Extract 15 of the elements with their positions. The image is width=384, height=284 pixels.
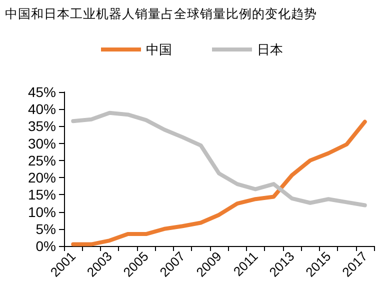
y-tick-label: 25% bbox=[28, 152, 56, 168]
y-tick-label: 5% bbox=[36, 220, 56, 237]
y-tick-label: 15% bbox=[28, 186, 56, 203]
legend-label: 日本 bbox=[257, 42, 283, 57]
y-tick-label: 45% bbox=[28, 84, 56, 100]
y-tick-label: 35% bbox=[28, 118, 56, 134]
y-tick-label: 20% bbox=[28, 170, 56, 186]
chart-title: 中国和日本工业机器人销量占全球销量比例的变化趋势 bbox=[5, 6, 317, 21]
y-tick-label: 0% bbox=[36, 238, 56, 254]
y-tick-label: 30% bbox=[28, 135, 56, 152]
line-series bbox=[71, 120, 367, 246]
y-tick-label: 10% bbox=[28, 204, 56, 220]
legend-label: 中国 bbox=[146, 42, 172, 57]
line-series bbox=[71, 110, 367, 208]
y-tick-label: 40% bbox=[28, 101, 56, 118]
